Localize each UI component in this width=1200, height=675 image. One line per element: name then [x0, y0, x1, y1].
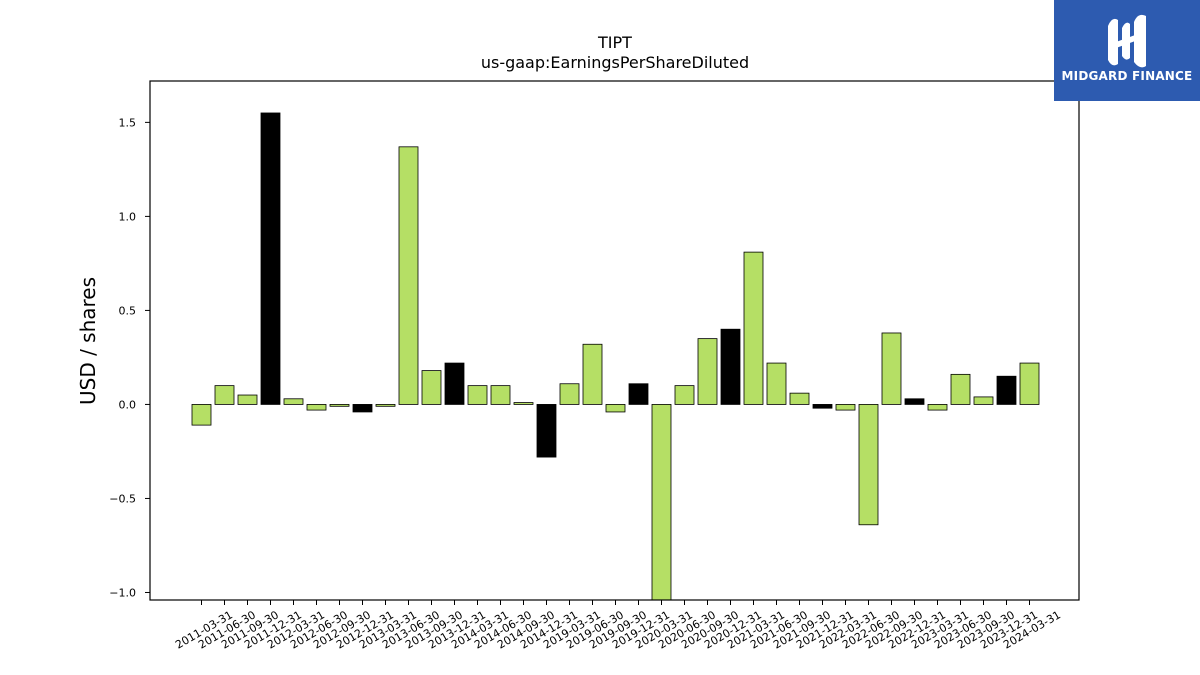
bar-2023-06-30 [950, 373, 971, 405]
bar-2012-06-30 [306, 404, 327, 411]
bar-2022-03-31 [835, 404, 856, 411]
bar-2022-12-31 [904, 398, 925, 405]
y-axis: −1.0 −0.5 0.0 0.5 1.0 1.5 [109, 116, 150, 599]
bar-2021-03-31 [743, 251, 764, 405]
bar-2013-03-31 [375, 404, 396, 407]
bar-2012-03-31 [283, 398, 304, 405]
y-tick-label: 1.5 [119, 116, 137, 129]
logo-text: MIDGARD FINANCE [1061, 69, 1193, 83]
bar-2019-09-30 [605, 404, 626, 413]
bar-2021-12-31 [812, 404, 833, 409]
bar-2014-03-31 [467, 385, 488, 405]
bar-2011-09-30 [237, 394, 258, 405]
y-tick-label: −0.5 [109, 492, 136, 505]
x-axis: 2011-03-312011-06-302011-09-302011-12-31… [173, 600, 1063, 652]
bar-2013-06-30 [398, 146, 419, 405]
chart-title: TIPT [597, 33, 632, 52]
bar-2014-12-31 [536, 404, 557, 458]
y-tick-label: 0.5 [119, 304, 137, 317]
midgard-logo-icon [1108, 14, 1146, 68]
bar-2014-06-30 [490, 385, 511, 405]
bar-2019-03-31 [559, 383, 580, 405]
y-tick-label: 1.0 [119, 210, 137, 223]
bar-2022-09-30 [881, 332, 902, 405]
y-tick-label: 0.0 [119, 398, 137, 411]
bar-2020-12-31 [720, 328, 741, 405]
bar-2023-09-30 [973, 396, 994, 405]
bar-2011-12-31 [260, 112, 281, 405]
chart-subtitle: us-gaap:EarningsPerShareDiluted [481, 53, 749, 72]
bar-2014-09-30 [513, 402, 534, 405]
bar-2013-09-30 [421, 370, 442, 405]
midgard-finance-logo: MIDGARD FINANCE [1054, 0, 1200, 101]
bar-2013-12-31 [444, 362, 465, 405]
bar-2024-03-31 [1019, 362, 1040, 405]
bar-2020-09-30 [697, 338, 718, 405]
bars-group [191, 112, 1040, 601]
y-tick-label: −1.0 [109, 586, 136, 599]
bar-2023-12-31 [996, 375, 1017, 405]
bar-2020-03-31 [651, 404, 672, 601]
plot-frame [149, 80, 1080, 601]
bar-2012-12-31 [352, 404, 373, 413]
bar-2021-09-30 [789, 392, 810, 405]
bar-2022-06-30 [858, 404, 879, 526]
bar-2011-03-31 [191, 404, 212, 426]
bar-2019-06-30 [582, 343, 603, 405]
bar-2020-06-30 [674, 385, 695, 405]
bar-2019-12-31 [628, 383, 649, 405]
bar-2023-03-31 [927, 404, 948, 411]
bar-2021-06-30 [766, 362, 787, 405]
bar-2011-06-30 [214, 385, 235, 405]
bar-2012-09-30 [329, 404, 350, 407]
y-axis-label: USD / shares [76, 277, 100, 405]
